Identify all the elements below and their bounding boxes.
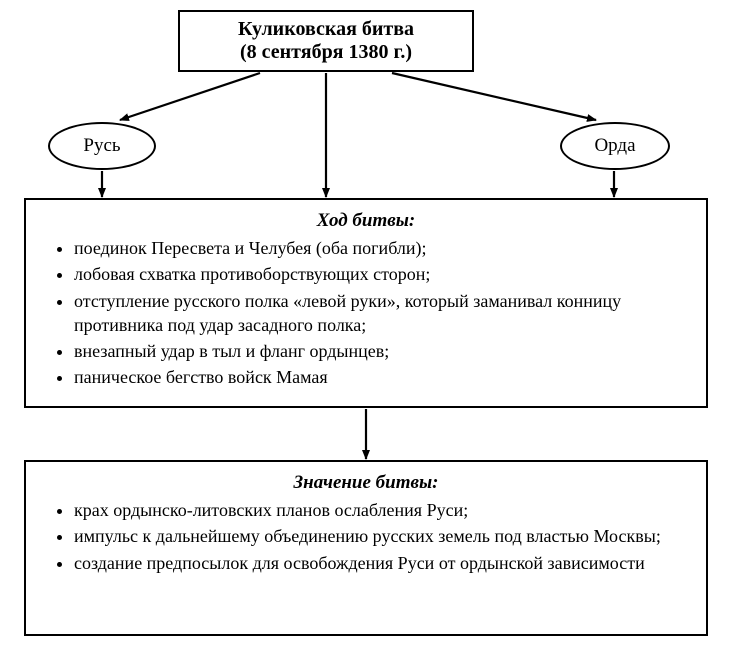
meaning-item: крах ордынско-литовских планов ослаблени…: [74, 498, 686, 522]
meaning-item: создание предпосылок для освобождения Ру…: [74, 551, 686, 575]
course-list: поединок Пересвета и Челубея (оба погибл…: [46, 236, 686, 390]
meaning-item: импульс к дальнейшему объединению русски…: [74, 524, 686, 548]
course-item: отступление русского полка «левой руки»,…: [74, 289, 686, 338]
course-item: внезапный удар в тыл и фланг ордынцев;: [74, 339, 686, 363]
title-line-2: (8 сентября 1380 г.): [240, 41, 412, 64]
course-title: Ход битвы:: [46, 210, 686, 232]
title-line-1: Куликовская битва: [238, 18, 414, 41]
ellipse-rus-label: Русь: [83, 135, 120, 157]
ellipse-orda-label: Орда: [594, 135, 635, 157]
ellipse-orda: Орда: [560, 122, 670, 170]
meaning-list: крах ордынско-литовских планов ослаблени…: [46, 498, 686, 575]
course-item: лобовая схватка противоборствующих сторо…: [74, 262, 686, 286]
course-item: паническое бегство войск Мамая: [74, 365, 686, 389]
diagram-canvas: Куликовская битва (8 сентября 1380 г.) Р…: [0, 0, 732, 663]
course-box: Ход битвы: поединок Пересвета и Челубея …: [24, 198, 708, 408]
title-box: Куликовская битва (8 сентября 1380 г.): [178, 10, 474, 72]
ellipse-rus: Русь: [48, 122, 156, 170]
meaning-box: Значение битвы: крах ордынско-литовских …: [24, 460, 708, 636]
course-item: поединок Пересвета и Челубея (оба погибл…: [74, 236, 686, 260]
meaning-title: Значение битвы:: [46, 472, 686, 494]
